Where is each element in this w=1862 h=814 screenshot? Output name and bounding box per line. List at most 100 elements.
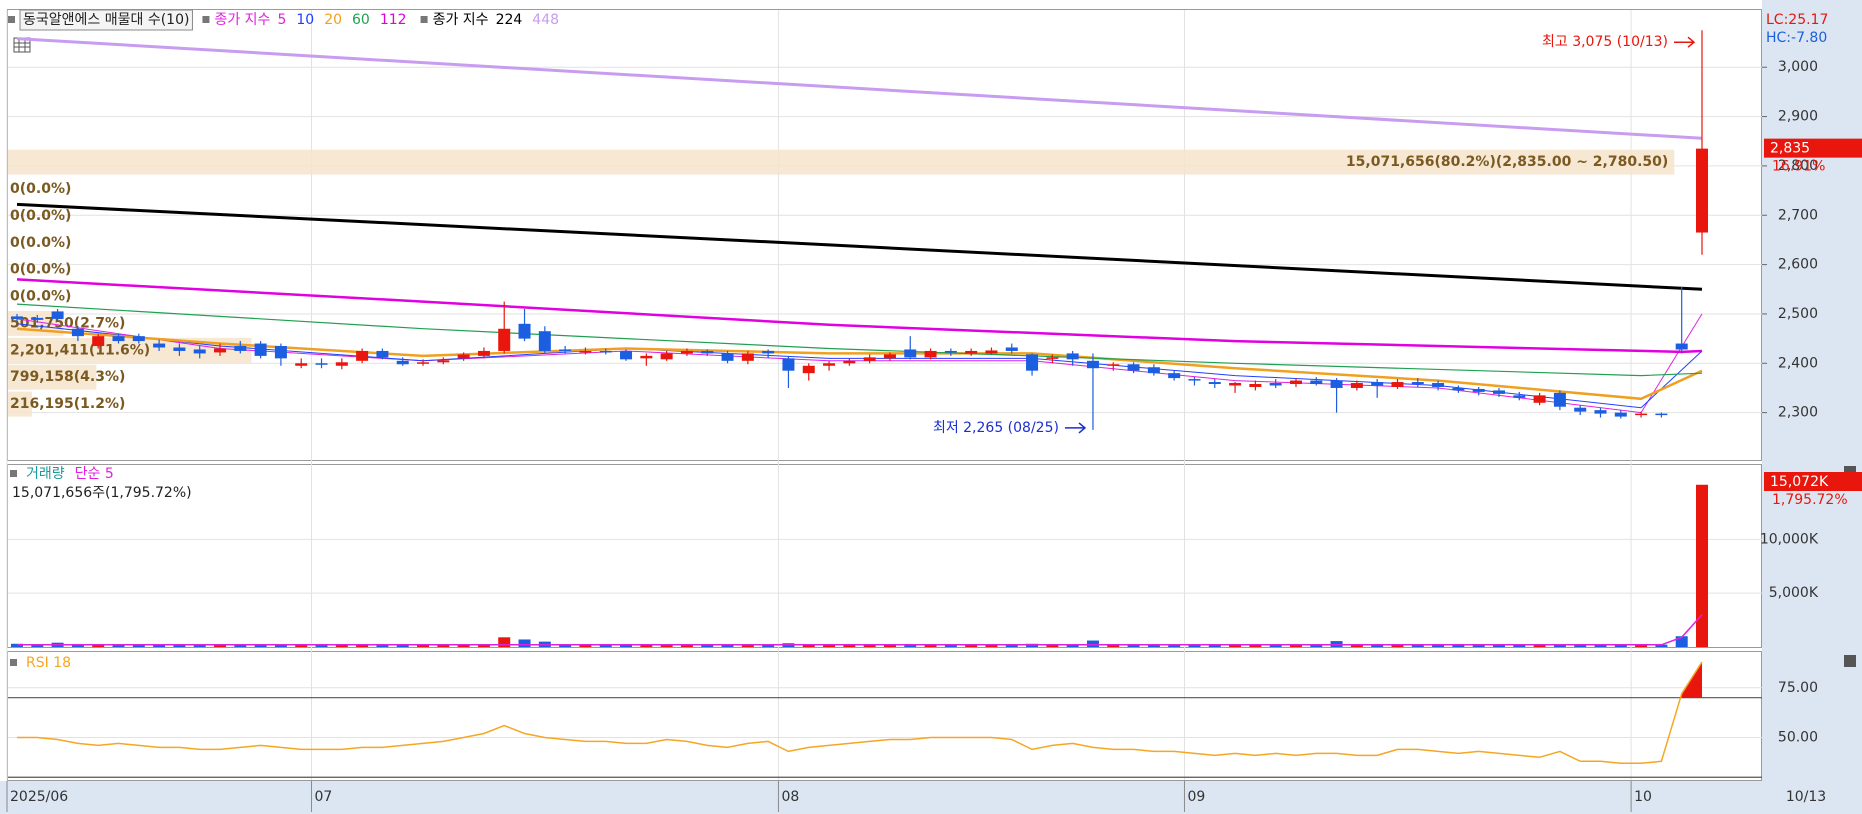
chart-title: 동국알앤에스 매물대 수(10) [23,12,189,28]
candle-body [1127,364,1140,371]
volume-bar [762,645,775,647]
candle-body [376,350,389,358]
candle-body [1614,412,1627,417]
candle-body [802,365,815,374]
volume-percent: 1,795.72% [1772,492,1848,508]
candle-body [599,350,612,353]
candle-body [153,343,166,348]
volume-note: 15,071,656주(1,795.72%) [12,485,192,501]
volume-bar [1594,644,1607,647]
candle-body [11,316,23,319]
candle-body [924,350,937,358]
candle-body [335,362,348,366]
legend-entry: 448 [532,12,559,28]
high-annotation: 최고 3,075 (10/13) [1542,34,1668,50]
legend-icon [10,659,17,666]
candle-body [1289,380,1302,385]
volume-bar [1350,644,1363,647]
volume-bar [1452,645,1465,647]
candle-body [173,347,186,351]
candle-body [1350,383,1363,388]
x-tick-label: 08 [781,789,799,805]
candle-body [1229,383,1242,386]
volume-bar [1472,645,1485,647]
candle-body [214,348,227,353]
candle-body [518,323,531,339]
volume-bar [924,644,937,647]
volume-bar [1432,645,1445,647]
volume-profile-label: 0(0.0%) [10,181,71,197]
candle-body [741,353,754,361]
candle-body [31,317,44,320]
y-tick-label: 2,500 [1778,306,1818,322]
candle-body [1411,382,1424,385]
close-button[interactable] [1844,655,1856,667]
candle-body [477,350,490,356]
candle-body [1391,382,1404,387]
table-icon-grid [14,38,30,52]
x-tick-label: 2025/06 [10,789,68,805]
volume-bar [376,644,389,647]
volume-bar [274,644,287,647]
candle-body [437,360,450,363]
volume-bar [1411,645,1424,647]
candle-body [1066,353,1079,360]
volume-bar [985,645,998,647]
volume-bar [1492,644,1505,647]
current-price: 2,835 [1770,141,1810,157]
volume-bar [823,644,836,647]
x-tick-label: 09 [1187,789,1205,805]
candle-body [417,362,430,364]
volume-bar [1533,644,1546,647]
candle-body [538,331,551,351]
volume-profile-bar [8,149,1675,175]
candle-body [1472,388,1485,392]
y-tick-label: 2,700 [1778,207,1818,223]
volume-bar [965,645,978,647]
volume-bar [295,645,308,647]
candle-body [640,355,653,359]
candle-body [132,336,145,342]
candle-body [1533,395,1546,403]
candle-body [1371,382,1384,386]
volume-bar [254,644,267,647]
candle-body [1553,392,1566,407]
volume-bar [92,644,105,647]
volume-profile-bar [8,391,32,417]
candle-body [1005,347,1018,351]
volume-bar [1289,645,1302,647]
legend-entry: 20 [324,12,342,28]
volume-bar [234,644,247,647]
candle-body [274,346,287,359]
volume-profile-label: 216,195(1.2%) [10,396,125,412]
volume-bar [559,644,572,647]
legend-group: 종가 지수 [214,12,270,28]
volume-bar [153,644,166,647]
volume-bar [1675,636,1688,647]
right-axis-area [1762,0,1862,814]
y-tick-label: 2,800 [1778,158,1818,174]
volume-bar [477,644,490,647]
candle-body [356,350,369,361]
volume-bar [1107,644,1120,647]
legend-entry: 112 [380,12,407,28]
candle-body [843,360,856,364]
volume-bar [112,644,125,647]
volume-bar [214,644,227,647]
legend-entry: 거래량 [26,466,65,482]
volume-bar [1371,644,1384,647]
volume-bar [173,645,186,647]
candle-body [883,354,896,359]
candle-body [51,311,64,319]
volume-bar [579,644,592,647]
candle-body [782,358,795,371]
volume-profile-label: 799,158(4.3%) [10,369,125,385]
volume-profile-label: 0(0.0%) [10,289,71,305]
y-tick-label: 50.00 [1778,729,1818,745]
volume-bar [335,645,348,647]
y-tick-label: 2,400 [1778,355,1818,371]
volume-bar [1168,644,1181,647]
candle-body [1635,413,1648,416]
volume-bar [1330,641,1343,647]
